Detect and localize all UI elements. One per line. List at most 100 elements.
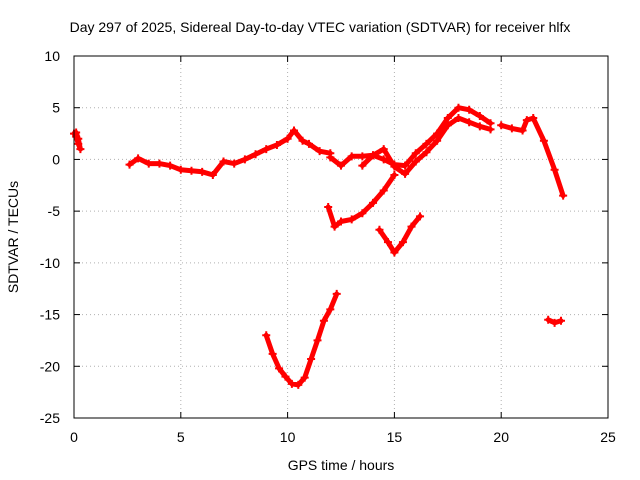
data-point xyxy=(319,316,328,325)
data-point xyxy=(262,331,271,340)
series-segment-c xyxy=(326,103,495,170)
data-point xyxy=(475,111,484,120)
data-point xyxy=(454,103,463,112)
data-point xyxy=(304,139,313,148)
data-point xyxy=(76,145,85,154)
data-point xyxy=(337,161,345,170)
data-point xyxy=(74,134,83,143)
data-point xyxy=(268,349,277,358)
data-point xyxy=(411,149,420,158)
data-point xyxy=(383,238,392,247)
data-point xyxy=(144,159,153,168)
data-point xyxy=(407,222,416,231)
data-point xyxy=(375,225,384,234)
data-point xyxy=(219,157,228,166)
data-point xyxy=(433,136,442,145)
series-segment-a xyxy=(70,128,85,154)
data-point xyxy=(358,209,367,218)
data-point xyxy=(347,152,356,161)
data-layer xyxy=(70,103,568,389)
y-tick-label: -20 xyxy=(40,358,60,374)
data-point xyxy=(390,162,399,171)
series-segment-b xyxy=(125,126,335,179)
data-point xyxy=(230,159,239,168)
series-segment-c2 xyxy=(358,114,495,178)
series-segment-e xyxy=(324,170,399,231)
data-point xyxy=(358,161,367,170)
data-point xyxy=(398,238,407,247)
data-point xyxy=(315,147,324,156)
data-point xyxy=(272,140,281,149)
data-point xyxy=(529,114,538,123)
data-point xyxy=(240,155,249,164)
data-point xyxy=(379,186,388,195)
data-point xyxy=(422,148,431,157)
series-line xyxy=(376,213,423,255)
plot-frame xyxy=(73,55,609,419)
data-point xyxy=(307,355,316,364)
data-point xyxy=(326,305,335,314)
data-point xyxy=(379,145,388,154)
y-tick-label: 0 xyxy=(52,151,60,167)
x-tick-label: 25 xyxy=(600,429,616,445)
series-line xyxy=(498,115,566,199)
y-tick-label: 5 xyxy=(52,100,60,116)
data-point xyxy=(443,121,452,130)
data-point xyxy=(518,126,527,135)
chart-title: Day 297 of 2025, Sidereal Day-to-day VTE… xyxy=(70,19,571,35)
y-tick-label: -25 xyxy=(40,410,60,426)
x-tick-label: 10 xyxy=(280,429,296,445)
data-point xyxy=(486,125,495,134)
x-axis-label: GPS time / hours xyxy=(288,457,395,473)
data-point xyxy=(290,126,299,135)
x-tick-label: 20 xyxy=(493,429,509,445)
data-point xyxy=(369,198,378,207)
data-point xyxy=(369,151,378,160)
data-point xyxy=(390,170,399,179)
data-point xyxy=(379,155,388,164)
x-tick-label: 15 xyxy=(387,429,403,445)
series-line xyxy=(325,172,397,230)
data-point xyxy=(166,161,175,170)
data-point xyxy=(330,222,339,231)
tick-layer xyxy=(73,55,609,419)
data-point xyxy=(416,212,425,221)
data-point xyxy=(176,165,185,174)
data-point xyxy=(275,364,284,373)
series-line xyxy=(127,128,333,178)
data-point xyxy=(454,114,463,123)
data-point xyxy=(401,161,410,170)
data-point xyxy=(300,373,309,382)
data-point xyxy=(347,215,356,224)
data-point xyxy=(497,121,506,130)
data-point xyxy=(332,289,341,298)
data-point xyxy=(507,124,516,133)
data-point xyxy=(465,105,474,114)
series-segment-g xyxy=(262,289,341,389)
data-point xyxy=(544,315,553,324)
y-tick-label: -15 xyxy=(40,307,60,323)
data-point xyxy=(324,203,333,212)
series-line xyxy=(327,105,493,169)
data-point xyxy=(550,165,559,174)
data-point xyxy=(283,134,292,143)
y-axis-label: SDTVAR / TECUs xyxy=(5,181,21,293)
data-point xyxy=(465,118,474,127)
data-point xyxy=(522,116,531,125)
data-point xyxy=(326,153,335,162)
y-tick-label: 10 xyxy=(44,48,60,64)
data-point xyxy=(313,336,322,345)
data-point xyxy=(539,136,548,145)
data-point xyxy=(298,136,307,145)
data-point xyxy=(187,166,196,175)
series-segment-f xyxy=(375,212,425,257)
data-point xyxy=(294,380,303,389)
grid-layer xyxy=(74,56,608,418)
data-point xyxy=(475,122,484,131)
series-line xyxy=(263,291,340,388)
data-point xyxy=(72,128,81,137)
data-point xyxy=(559,191,568,200)
data-point xyxy=(390,248,399,257)
data-point xyxy=(411,157,420,166)
